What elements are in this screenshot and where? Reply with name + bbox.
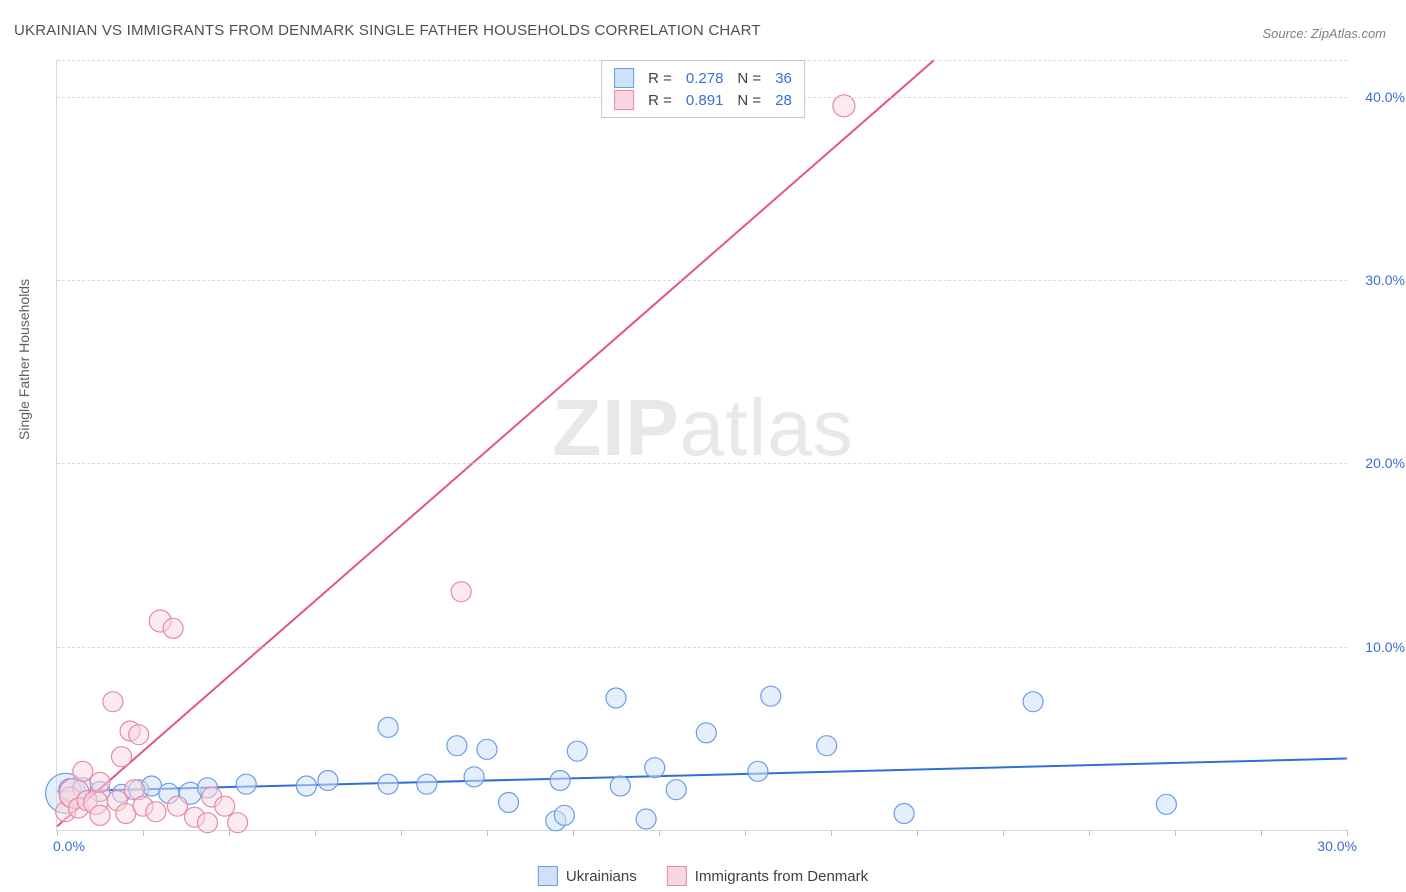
x-tick xyxy=(1261,830,1262,836)
n-label: N = xyxy=(737,70,761,87)
x-tick xyxy=(917,830,918,836)
legend-swatch-pink xyxy=(614,90,634,110)
y-tick-label: 30.0% xyxy=(1365,272,1405,288)
data-point-denmark xyxy=(129,725,149,745)
data-point-denmark xyxy=(146,802,166,822)
gridline xyxy=(57,647,1347,648)
data-point-ukrainians xyxy=(554,805,574,825)
data-point-ukrainians xyxy=(748,761,768,781)
legend-item: Immigrants from Denmark xyxy=(667,866,868,886)
x-tick xyxy=(659,830,660,836)
y-tick-label: 40.0% xyxy=(1365,89,1405,105)
x-tick xyxy=(143,830,144,836)
trend-line-denmark xyxy=(57,60,934,826)
x-min-label: 0.0% xyxy=(53,838,85,854)
y-axis-label: Single Father Households xyxy=(16,279,32,440)
data-point-ukrainians xyxy=(378,774,398,794)
data-point-ukrainians xyxy=(761,686,781,706)
data-point-ukrainians xyxy=(894,804,914,824)
data-point-ukrainians xyxy=(817,736,837,756)
gridline xyxy=(57,463,1347,464)
data-point-ukrainians xyxy=(296,776,316,796)
data-point-denmark xyxy=(112,747,132,767)
r-value: 0.278 xyxy=(686,70,724,87)
x-tick xyxy=(315,830,316,836)
data-point-ukrainians xyxy=(318,771,338,791)
data-point-denmark xyxy=(451,582,471,602)
chart-source: Source: ZipAtlas.com xyxy=(1262,26,1386,41)
x-tick xyxy=(229,830,230,836)
n-value: 36 xyxy=(775,70,792,87)
x-tick xyxy=(401,830,402,836)
data-point-ukrainians xyxy=(236,774,256,794)
legend-swatch-blue xyxy=(614,68,634,88)
scatter-plot: 10.0%20.0%30.0%40.0%0.0%30.0% xyxy=(56,60,1347,831)
data-point-ukrainians xyxy=(477,739,497,759)
x-tick xyxy=(745,830,746,836)
x-tick xyxy=(573,830,574,836)
data-point-denmark xyxy=(198,813,218,833)
chart-svg xyxy=(57,60,1347,830)
data-point-ukrainians xyxy=(1023,692,1043,712)
data-point-ukrainians xyxy=(636,809,656,829)
data-point-ukrainians xyxy=(645,758,665,778)
data-point-denmark xyxy=(228,813,248,833)
data-point-ukrainians xyxy=(378,717,398,737)
data-point-denmark xyxy=(167,796,187,816)
n-value: 28 xyxy=(775,92,792,109)
r-value: 0.891 xyxy=(686,92,724,109)
correlation-legend: R = 0.278 N = 36 R = 0.891 N = 28 xyxy=(601,60,805,118)
data-point-ukrainians xyxy=(567,741,587,761)
series-legend: Ukrainians Immigrants from Denmark xyxy=(538,866,868,886)
legend-swatch-blue xyxy=(538,866,558,886)
y-tick-label: 20.0% xyxy=(1365,455,1405,471)
x-tick xyxy=(1003,830,1004,836)
data-point-ukrainians xyxy=(447,736,467,756)
n-label: N = xyxy=(737,92,761,109)
x-max-label: 30.0% xyxy=(1317,838,1357,854)
data-point-ukrainians xyxy=(464,767,484,787)
data-point-denmark xyxy=(90,805,110,825)
x-tick xyxy=(831,830,832,836)
data-point-denmark xyxy=(163,618,183,638)
legend-label: Ukrainians xyxy=(566,868,637,885)
data-point-denmark xyxy=(90,772,110,792)
data-point-denmark xyxy=(833,95,855,117)
r-label: R = xyxy=(648,70,672,87)
y-tick-label: 10.0% xyxy=(1365,639,1405,655)
x-tick xyxy=(487,830,488,836)
data-point-ukrainians xyxy=(606,688,626,708)
legend-item: Ukrainians xyxy=(538,866,637,886)
legend-row: R = 0.891 N = 28 xyxy=(614,89,792,111)
data-point-ukrainians xyxy=(610,776,630,796)
x-tick xyxy=(1175,830,1176,836)
legend-label: Immigrants from Denmark xyxy=(695,868,868,885)
chart-title: UKRAINIAN VS IMMIGRANTS FROM DENMARK SIN… xyxy=(14,22,761,39)
x-tick xyxy=(1089,830,1090,836)
data-point-ukrainians xyxy=(550,771,570,791)
data-point-denmark xyxy=(73,761,93,781)
legend-swatch-pink xyxy=(667,866,687,886)
data-point-denmark xyxy=(103,692,123,712)
gridline xyxy=(57,280,1347,281)
legend-row: R = 0.278 N = 36 xyxy=(614,67,792,89)
x-tick xyxy=(57,830,58,836)
data-point-ukrainians xyxy=(417,774,437,794)
r-label: R = xyxy=(648,92,672,109)
x-tick xyxy=(1347,830,1348,836)
data-point-denmark xyxy=(215,796,235,816)
data-point-ukrainians xyxy=(696,723,716,743)
data-point-ukrainians xyxy=(666,780,686,800)
data-point-ukrainians xyxy=(499,793,519,813)
data-point-ukrainians xyxy=(1156,794,1176,814)
